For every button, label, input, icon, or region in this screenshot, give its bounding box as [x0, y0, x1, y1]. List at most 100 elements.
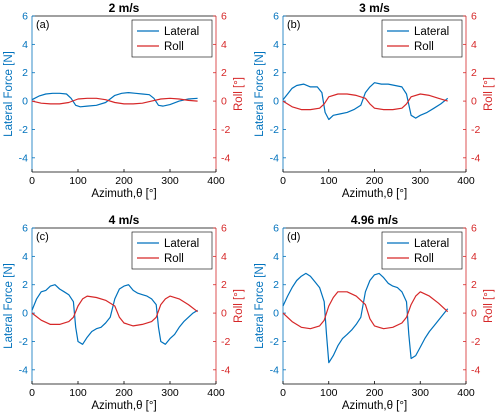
y-left-tick-label: -4 — [270, 152, 279, 164]
x-tick-label: 300 — [161, 175, 179, 187]
x-tick-label: 300 — [411, 175, 429, 187]
y-right-tick-label: -4 — [221, 152, 230, 164]
legend-label: Lateral — [414, 26, 449, 38]
legend-box — [131, 19, 213, 58]
y-right-tick-label: 4 — [471, 39, 477, 51]
y-left-axis-label: Lateral Force [N] — [254, 51, 266, 137]
y-left-axis-label: Lateral Force [N] — [254, 263, 266, 349]
panel-title: 4.96 m/s — [351, 213, 399, 227]
x-axis-label: Azimuth,θ [°] — [91, 188, 156, 200]
x-axis-label: Azimuth,θ [°] — [342, 400, 407, 412]
panel-letter: (b) — [287, 19, 300, 31]
x-tick-label: 0 — [280, 175, 286, 187]
chart-panel-1: 2 m/s 0 100 200 300 400 -4 -4 -2 -2 0 0 2 2 4 4 6 6 Azimut… — [3, 1, 245, 200]
x-tick-label: 200 — [115, 175, 133, 187]
x-tick-label: 300 — [411, 387, 429, 399]
y-left-tick-label: -4 — [270, 364, 279, 376]
x-tick-label: 100 — [69, 175, 87, 187]
y-right-tick-label: 6 — [221, 11, 227, 23]
y-left-tick-label: -2 — [270, 124, 279, 136]
y-right-axis-label: Roll [°] — [233, 77, 245, 111]
legend-label: Roll — [414, 253, 434, 265]
x-tick-label: 400 — [457, 175, 475, 187]
x-tick-label: 200 — [366, 175, 384, 187]
y-left-tick-label: 6 — [22, 223, 28, 235]
y-left-tick-label: 6 — [22, 11, 28, 23]
y-right-tick-label: -2 — [221, 124, 230, 136]
chart-panel-3: 4 m/s 0 100 200 300 400 -4 -4 -2 -2 0 0 2 2 4 4 6 6 Azimut… — [3, 213, 245, 412]
y-left-tick-label: 4 — [22, 251, 28, 263]
panel-title: 2 m/s — [109, 1, 140, 15]
y-right-tick-label: -2 — [471, 124, 480, 136]
y-right-tick-label: 2 — [221, 67, 227, 79]
x-tick-label: 100 — [69, 387, 87, 399]
legend-box — [381, 231, 463, 270]
y-left-tick-label: -4 — [19, 364, 28, 376]
y-right-tick-label: 2 — [471, 67, 477, 79]
y-right-axis-label: Roll [°] — [233, 289, 245, 323]
legend-label: Lateral — [414, 238, 449, 250]
series-line-lateral — [282, 272, 449, 364]
y-right-tick-label: 6 — [471, 11, 477, 23]
y-right-tick-label: 4 — [221, 39, 227, 51]
x-tick-label: 400 — [207, 175, 225, 187]
chart-panel-4: 4.96 m/s 0 100 200 300 400 -4 -4 -2 -2 0 0 2 2 4 4 6 6 Azi… — [254, 213, 495, 412]
y-right-tick-label: 6 — [221, 223, 227, 235]
y-left-tick-label: -4 — [19, 152, 28, 164]
x-tick-label: 100 — [320, 387, 338, 399]
y-right-tick-label: -4 — [471, 152, 480, 164]
panel-letter: (a) — [36, 19, 49, 31]
legend-label: Roll — [164, 41, 184, 53]
series-line-lateral — [282, 82, 449, 121]
series-line-roll — [282, 93, 448, 111]
panel-letter: (d) — [287, 231, 300, 243]
y-right-tick-label: 2 — [221, 279, 227, 291]
series-line-roll — [31, 97, 198, 105]
legend-label: Lateral — [164, 238, 199, 250]
x-tick-label: 0 — [29, 175, 35, 187]
y-left-tick-label: -2 — [19, 124, 28, 136]
y-left-tick-label: 2 — [22, 67, 28, 79]
legend-box — [381, 19, 463, 58]
y-left-tick-label: 4 — [273, 39, 279, 51]
x-tick-label: 200 — [366, 387, 384, 399]
x-tick-label: 200 — [115, 387, 133, 399]
y-right-tick-label: 4 — [221, 251, 227, 263]
legend: Lateral Roll — [131, 19, 213, 58]
legend-box — [131, 231, 213, 270]
y-right-tick-label: 6 — [471, 223, 477, 235]
x-axis-label: Azimuth,θ [°] — [91, 400, 156, 412]
y-right-tick-label: 4 — [471, 251, 477, 263]
y-left-tick-label: 2 — [273, 279, 279, 291]
legend: Lateral Roll — [381, 231, 463, 270]
panel-title: 4 m/s — [109, 213, 140, 227]
y-left-tick-label: -2 — [19, 336, 28, 348]
y-left-tick-label: 6 — [273, 11, 279, 23]
legend-label: Lateral — [164, 26, 199, 38]
legend: Lateral Roll — [131, 231, 213, 270]
series-line-lateral — [31, 91, 198, 108]
y-left-tick-label: 2 — [273, 67, 279, 79]
y-left-tick-label: 0 — [273, 96, 279, 108]
legend-label: Roll — [414, 41, 434, 53]
y-right-tick-label: 0 — [221, 308, 227, 320]
x-tick-label: 400 — [207, 387, 225, 399]
panel-title: 3 m/s — [359, 1, 390, 15]
x-tick-label: 100 — [320, 175, 338, 187]
series-line-lateral — [31, 284, 198, 345]
series-line-roll — [31, 295, 198, 327]
chart-panel-2: 3 m/s 0 100 200 300 400 -4 -4 -2 -2 0 0 2 2 4 4 6 6 Azimut… — [254, 1, 495, 200]
y-right-tick-label: -2 — [221, 336, 230, 348]
y-right-tick-label: -2 — [471, 336, 480, 348]
y-right-tick-label: 0 — [471, 308, 477, 320]
y-right-axis-label: Roll [°] — [483, 289, 495, 323]
x-tick-label: 0 — [29, 387, 35, 399]
x-tick-label: 400 — [457, 387, 475, 399]
x-tick-label: 0 — [280, 387, 286, 399]
y-left-axis-label: Lateral Force [N] — [3, 263, 15, 349]
y-left-tick-label: 4 — [22, 39, 28, 51]
y-left-tick-label: 0 — [22, 308, 28, 320]
x-tick-label: 300 — [161, 387, 179, 399]
y-right-tick-label: -4 — [221, 364, 230, 376]
